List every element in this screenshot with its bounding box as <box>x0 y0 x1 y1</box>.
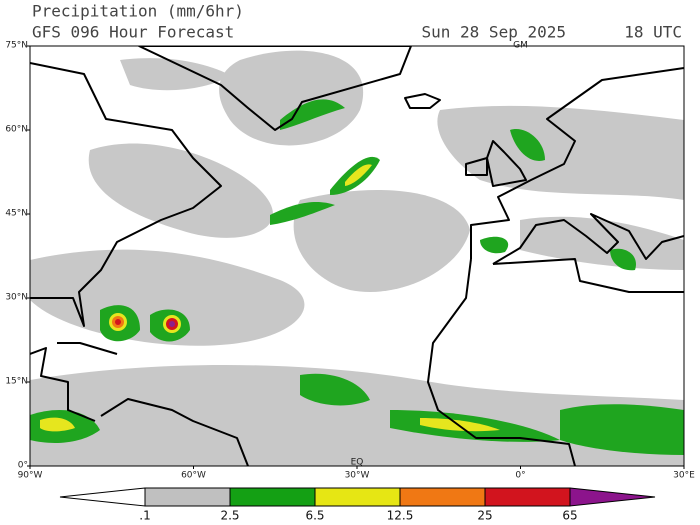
lat-label: 0° <box>18 461 28 471</box>
time: 18 UTC <box>624 23 682 42</box>
lon-label: 0° <box>515 471 525 481</box>
date: Sun 28 Sep 2025 <box>422 23 567 42</box>
colorbar-label: 25 <box>477 509 492 523</box>
colorbar-cell <box>314 487 401 507</box>
lon-label: 60°W <box>181 471 206 481</box>
colorbar-cell <box>59 487 146 507</box>
lat-label: 75°N <box>5 41 28 51</box>
coastlines <box>30 46 684 466</box>
lat-label: 30°N <box>5 293 28 303</box>
map-marker: EQ <box>351 458 364 468</box>
colorbar-label: 2.5 <box>220 509 239 523</box>
lon-label: 30°W <box>345 471 370 481</box>
map-marker: GM <box>513 41 528 51</box>
lon-label: 90°W <box>18 471 43 481</box>
colorbar-cell <box>399 487 486 507</box>
colorbar-label: 65 <box>562 509 577 523</box>
subtitle: GFS 096 Hour Forecast <box>32 23 234 42</box>
colorbar-cell <box>484 487 571 507</box>
lat-label: 60°N <box>5 125 28 135</box>
title: Precipitation (mm/6hr) <box>32 2 244 21</box>
colorbar-cell <box>144 487 231 507</box>
lat-label: 15°N <box>5 377 28 387</box>
colorbar-label: .1 <box>139 509 150 523</box>
lon-label: 30°E <box>673 471 695 481</box>
lat-label: 45°N <box>5 209 28 219</box>
colorbar-label: 6.5 <box>305 509 324 523</box>
map <box>29 45 685 467</box>
colorbar-cell <box>229 487 316 507</box>
colorbar-label: 12.5 <box>387 509 414 523</box>
precip-field <box>30 50 684 466</box>
colorbar-cell <box>569 487 656 507</box>
